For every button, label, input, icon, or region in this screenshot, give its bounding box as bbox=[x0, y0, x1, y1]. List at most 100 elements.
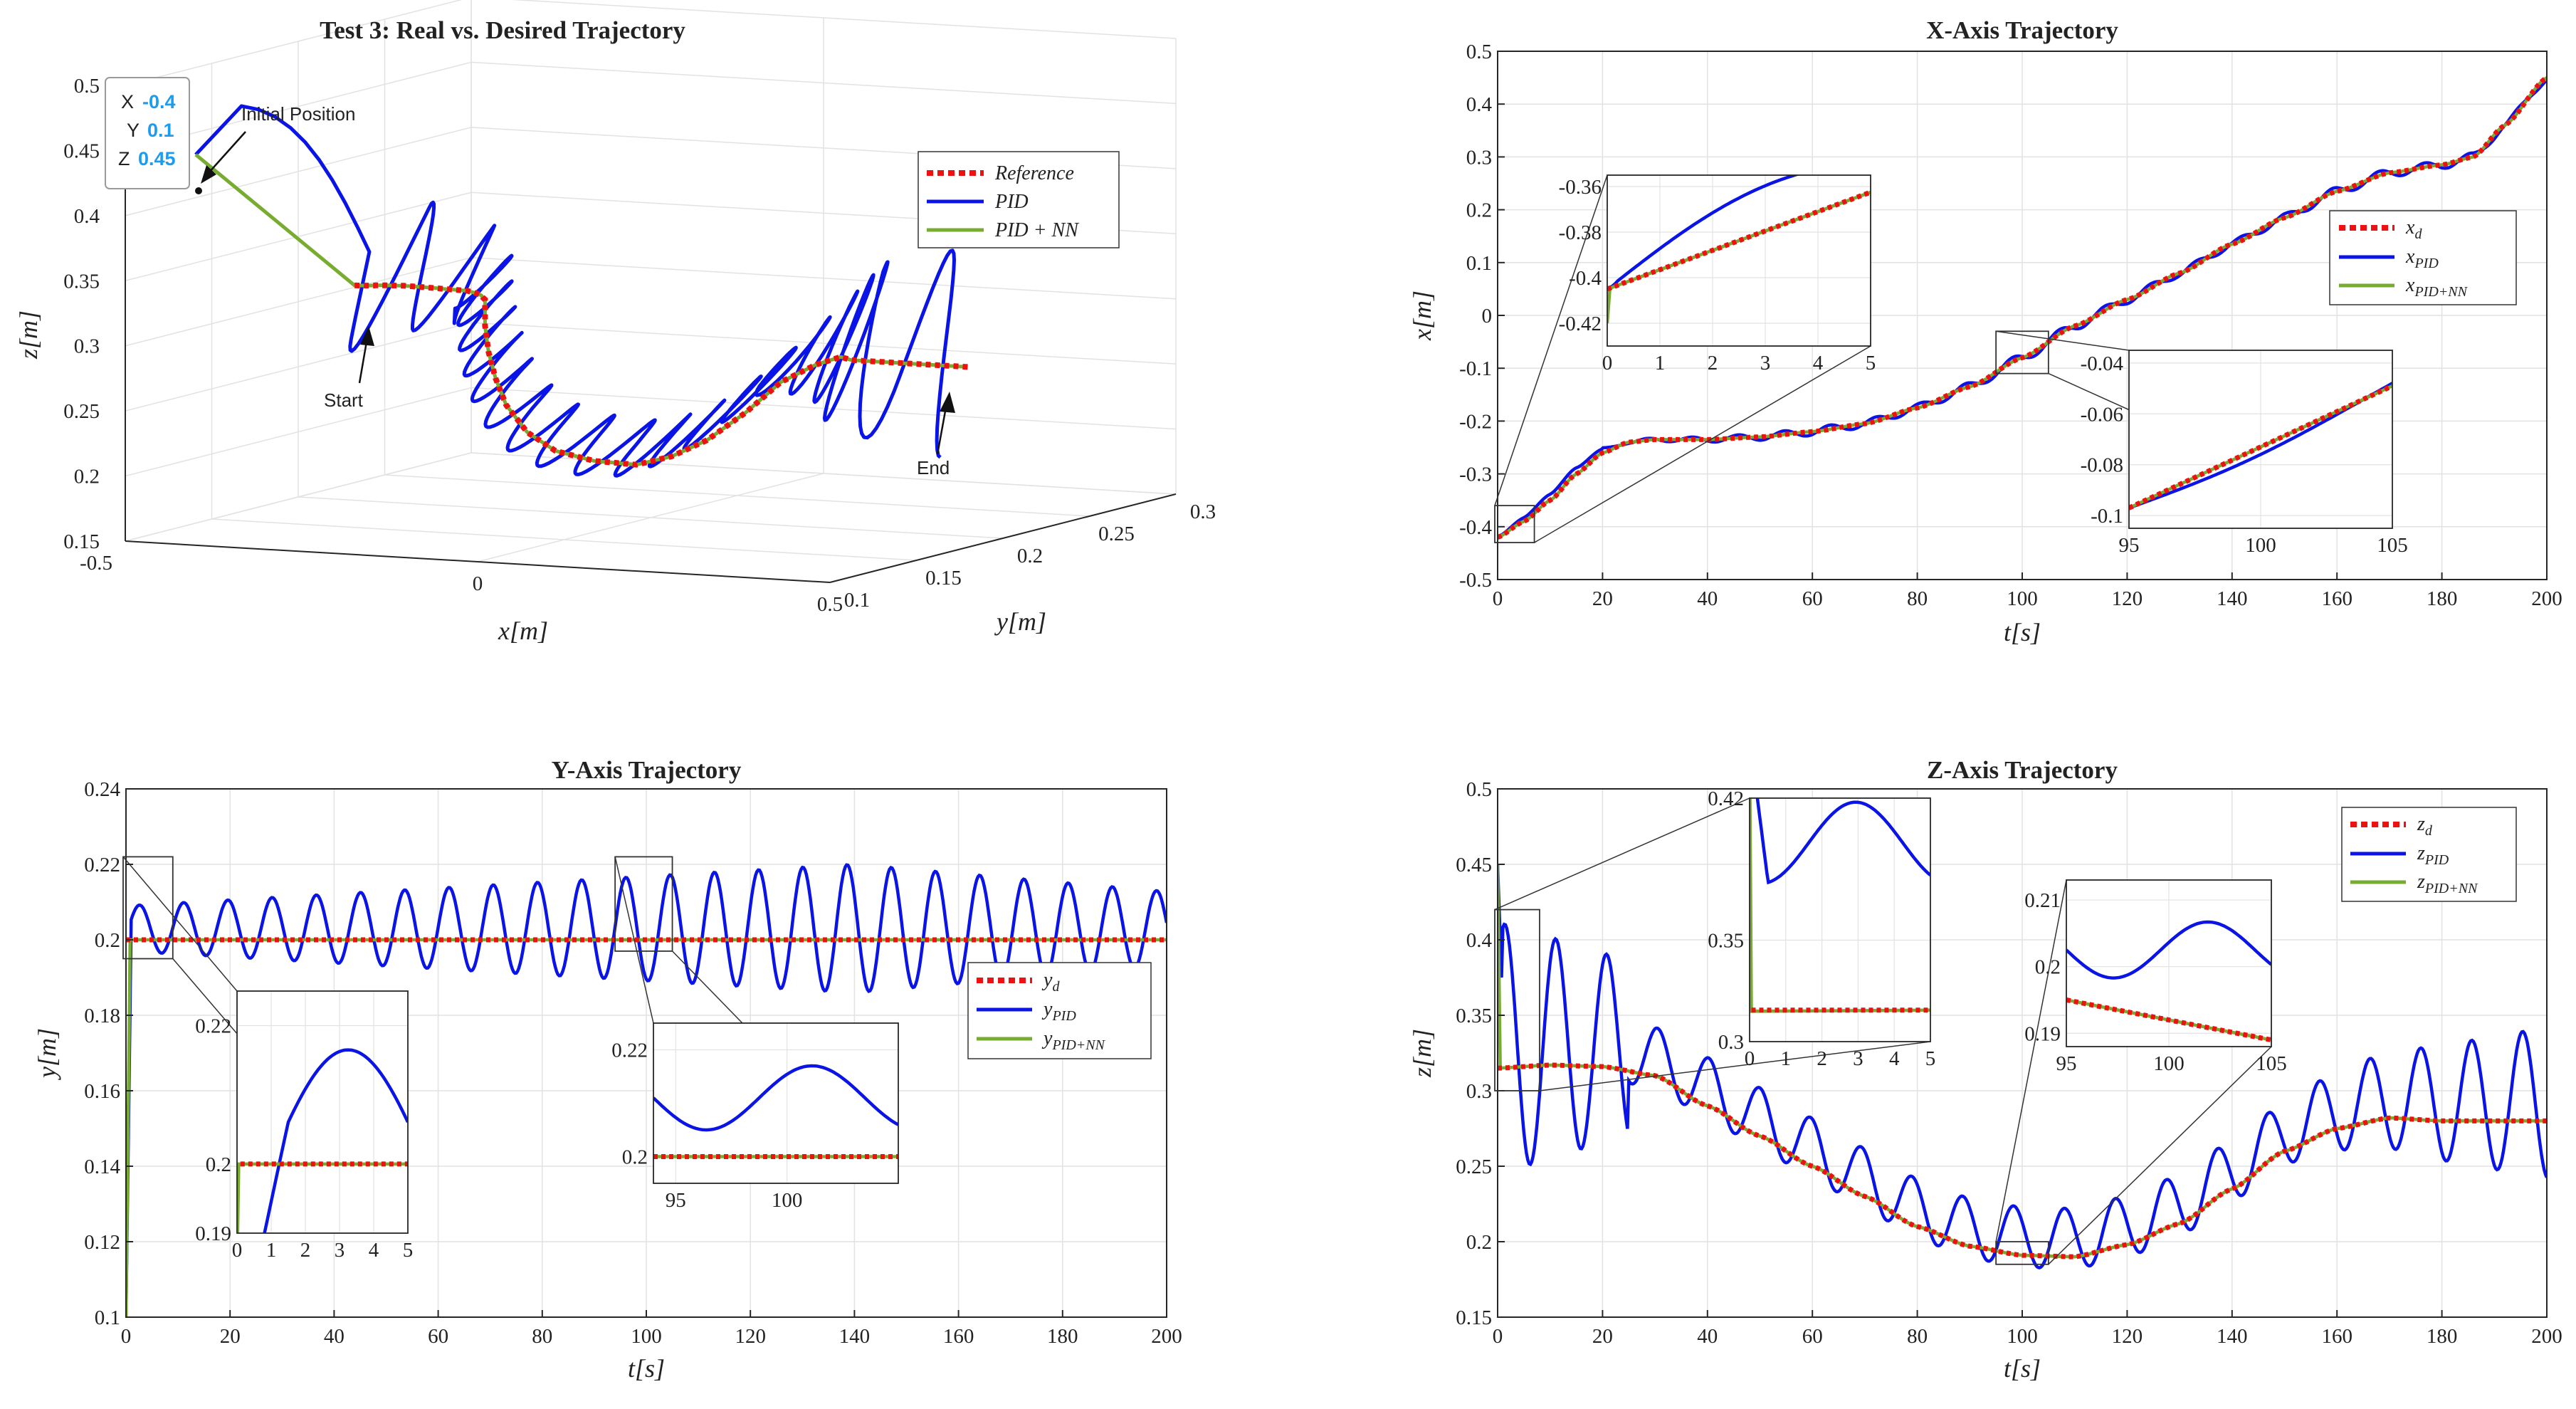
z-xtick-label: 20 bbox=[1592, 1325, 1613, 1348]
x-inset1-xtick-label: 1 bbox=[1655, 352, 1666, 374]
x-in1-connector bbox=[1534, 345, 1871, 543]
x-ytick-label: 0.5 bbox=[1466, 41, 1492, 63]
y-ytick-label: 0.14 bbox=[84, 1156, 120, 1178]
y-inset2-xtick-label: 100 bbox=[772, 1189, 803, 1212]
y-ytick-label: 0.18 bbox=[84, 1005, 120, 1027]
z-inset2-ytick-label: 0.19 bbox=[2024, 1022, 2061, 1045]
datatip-box[interactable] bbox=[105, 77, 190, 189]
x-inset2-ytick-label: -0.04 bbox=[2081, 352, 2124, 375]
z-inset2-ytick-label: 0.21 bbox=[2024, 889, 2061, 912]
3d-ztick-label: 0.5 bbox=[74, 75, 100, 98]
y-legend-desired-sub: d bbox=[1052, 979, 1060, 995]
arrow-initial-position bbox=[207, 131, 246, 174]
arrowhead-start-icon bbox=[360, 326, 374, 346]
3d-ztick-label: 0.15 bbox=[63, 530, 100, 553]
z-legend: zd zPID zPID+NN bbox=[2341, 807, 2517, 902]
x-xtick-label: 0 bbox=[1493, 587, 1503, 610]
annotation-end: End bbox=[917, 457, 950, 478]
x-inset1-ytick-label: -0.4 bbox=[1569, 267, 1602, 290]
z-inset2-xtick-label: 105 bbox=[2256, 1052, 2287, 1075]
x-inset1-ytick-label: -0.38 bbox=[1559, 221, 1602, 244]
3d-ytick-label: 0.2 bbox=[1017, 545, 1043, 567]
x-inset1-ytick-label: -0.36 bbox=[1559, 176, 1602, 199]
y-inset2-ytick-label: 0.22 bbox=[611, 1039, 648, 1062]
x-in2-zoom-rect bbox=[1995, 330, 2049, 374]
3d-ztick-label: 0.2 bbox=[74, 466, 100, 488]
z-pid-curve bbox=[1498, 864, 2547, 1269]
z-xtick-label: 180 bbox=[2427, 1325, 2458, 1348]
x-desired-curve bbox=[1498, 75, 2547, 540]
x-inset2-xtick-label: 95 bbox=[2119, 534, 2140, 557]
legend-reference: Reference bbox=[994, 162, 1074, 184]
x-legend: xd xPID xPID+NN bbox=[2329, 210, 2517, 305]
z-desired-curve bbox=[1498, 1062, 2547, 1259]
legend-pidnn: PID + NN bbox=[994, 219, 1079, 241]
y-in1-connector bbox=[122, 856, 238, 992]
arrow-end bbox=[936, 407, 947, 455]
3d-floor-grid bbox=[384, 474, 1090, 517]
z-chart-ylabel: z[m] bbox=[1408, 1029, 1436, 1078]
x-inset1-bg bbox=[1607, 175, 1871, 346]
3d-y-axis bbox=[829, 493, 1177, 583]
x-xtick-label: 200 bbox=[2531, 587, 2562, 610]
z-ytick-label: 0.4 bbox=[1466, 929, 1493, 952]
z-inset1-ytick-label: 0.42 bbox=[1708, 787, 1744, 810]
x-inset2-ytick-label: -0.1 bbox=[2091, 505, 2123, 528]
z-inset2-pid bbox=[2066, 920, 2271, 980]
z-tick-labels: 0 20 40 60 80 100 120 140 160 180 2000.150.20.250.… bbox=[1456, 778, 2562, 1348]
y-ytick-label: 0.22 bbox=[84, 854, 120, 876]
y-inset2-ytick-label: 0.2 bbox=[622, 1146, 648, 1169]
y-inset2-pid bbox=[653, 1064, 898, 1132]
y-inset1-ytick-label: 0.2 bbox=[206, 1153, 231, 1176]
datatip-y-label: Y bbox=[127, 120, 140, 141]
y-inset1-frame bbox=[236, 990, 409, 1234]
3d-z-label: z[m] bbox=[14, 310, 43, 360]
x-inset2-ytick-label: -0.06 bbox=[2081, 403, 2123, 426]
annotation-start: Start bbox=[324, 389, 364, 411]
y-ytick-label: 0.24 bbox=[84, 778, 120, 801]
y-xtick-label: 80 bbox=[532, 1325, 552, 1348]
x-inset1-xtick-label: 3 bbox=[1760, 352, 1771, 374]
datatip-z-label: Z bbox=[118, 148, 130, 169]
y-inset1-ytick-label: 0.22 bbox=[195, 1015, 231, 1038]
x-xtick-label: 180 bbox=[2427, 587, 2458, 610]
y-in1-zoom-rect bbox=[122, 856, 174, 960]
y-inset1-xtick-label: 0 bbox=[232, 1239, 243, 1262]
y-xtick-label: 140 bbox=[839, 1325, 871, 1348]
z-zoom-indicators bbox=[1494, 797, 2272, 1265]
x-legend-pidnn-sub: PID+NN bbox=[2414, 284, 2468, 300]
y-inset-1: 0 1 2 3 4 5 0.19 0.2 0.22 bbox=[195, 990, 413, 1262]
y-in2-zoom-rect bbox=[614, 856, 673, 952]
x-in1-connector bbox=[1494, 174, 1608, 506]
z-inset1-ytick-label: 0.3 bbox=[1718, 1031, 1744, 1054]
y-xtick-label: 40 bbox=[324, 1325, 345, 1348]
x-inset2-ytick-label: -0.08 bbox=[2081, 454, 2123, 477]
z-ytick-label: 0.25 bbox=[1456, 1156, 1492, 1178]
z-in1-zoom-rect bbox=[1494, 908, 1540, 1091]
y-ytick-label: 0.16 bbox=[84, 1080, 120, 1103]
x-inset1-ytick-label: -0.42 bbox=[1559, 313, 1602, 335]
x-ytick-label: -0.4 bbox=[1459, 516, 1492, 539]
3d-floor-grid bbox=[211, 518, 917, 561]
z-ytick-label: 0.45 bbox=[1456, 854, 1492, 876]
y-chart-xlabel: t[s] bbox=[628, 1354, 665, 1383]
x-axis-trajectory-chart: 0 20 40 60 80 100 120 140 160 180 200-0.5-0.4-0.3-… bbox=[1408, 16, 2562, 646]
x-xtick-label: 80 bbox=[1907, 587, 1928, 610]
x-xtick-label: 160 bbox=[2321, 587, 2352, 610]
y-xtick-label: 180 bbox=[1047, 1325, 1078, 1348]
x-chart-xlabel: t[s] bbox=[2004, 618, 2041, 646]
z-in2-zoom-rect bbox=[1995, 1241, 2049, 1265]
3d-y-label: y[m] bbox=[994, 607, 1046, 636]
z-inset2-ytick-label: 0.2 bbox=[2035, 956, 2061, 979]
z-in2-connector bbox=[2048, 1046, 2272, 1265]
x-inset1-xtick-label: 4 bbox=[1813, 352, 1824, 374]
3d-ytick-label: 0.3 bbox=[1190, 501, 1216, 523]
z-in1-connector bbox=[1494, 797, 1750, 911]
z-ytick-label: 0.15 bbox=[1456, 1306, 1492, 1329]
datatip-z-value: 0.45 bbox=[138, 148, 176, 169]
datatip-x-value: -0.4 bbox=[142, 91, 176, 112]
y-inset2-xtick-label: 95 bbox=[666, 1189, 686, 1212]
x-ytick-label: 0.1 bbox=[1466, 252, 1492, 275]
initial-position-marker[interactable] bbox=[195, 187, 202, 194]
